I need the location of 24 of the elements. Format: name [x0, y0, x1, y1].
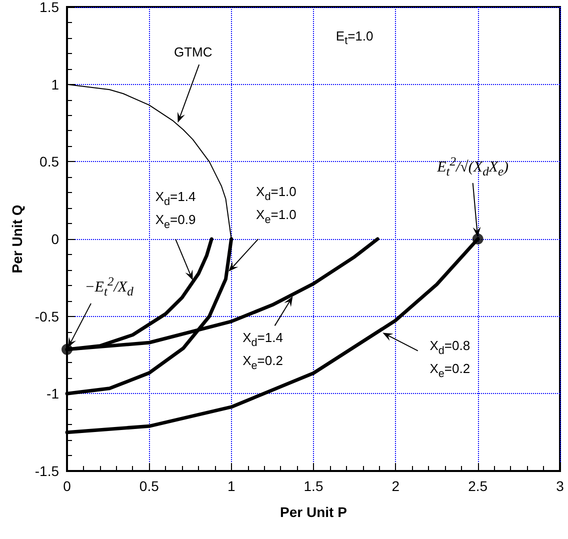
x-tick-label: 3: [556, 478, 564, 494]
y-axis-title: Per Unit Q: [8, 204, 25, 274]
y-tick-label: 1: [51, 76, 60, 92]
annotation: E$_{t}$=1.0: [336, 28, 374, 50]
x-tick-label: 1.5: [304, 478, 324, 494]
annotation: E$_{t}$$^{2}$/√(X$_{d}$X$_{e}$): [437, 154, 509, 181]
annotation: X$_{d}$=1.4 X$_{e}$=0.2: [242, 328, 283, 374]
y-tick-label: 0: [51, 231, 60, 247]
x-tick-label: 0.5: [139, 478, 160, 494]
x-axis-title: Per Unit P: [280, 504, 347, 520]
y-tick-label: -1.5: [34, 463, 60, 479]
y-tick-label: -1: [46, 386, 60, 402]
x-tick-label: 2.5: [468, 478, 488, 494]
annotation: GTMC: [174, 42, 212, 61]
annotation: X$_{d}$=0.8 X$_{e}$=0.2: [430, 336, 470, 382]
y-tick-label: -0.5: [34, 308, 60, 324]
annotation: X$_{d}$=1.0 X$_{e}$=1.0: [256, 183, 296, 228]
x-tick-label: 2: [392, 478, 400, 494]
annotation: −E$_{t}$$^{2}$/X$_{d}$: [84, 274, 134, 302]
x-tick-label: 0: [63, 478, 72, 494]
y-tick-label: 1.5: [40, 0, 60, 15]
x-tick-label: 1: [227, 478, 236, 494]
annotation: X$_{d}$=1.4 X$_{e}$=0.9: [155, 188, 196, 233]
y-tick-label: 0.5: [40, 154, 60, 170]
